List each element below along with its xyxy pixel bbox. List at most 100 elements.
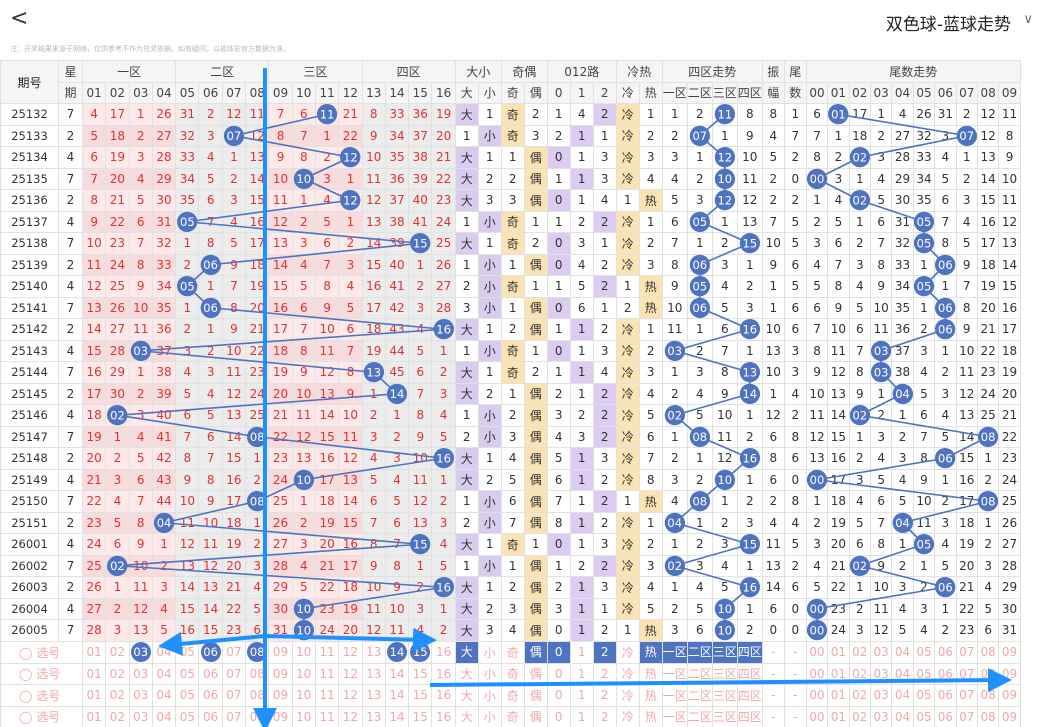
select-tail[interactable]: 06 — [934, 684, 957, 707]
select-number[interactable]: 07 — [221, 705, 247, 727]
select-number[interactable]: 02 — [105, 640, 130, 664]
select-tail[interactable]: 00 — [805, 640, 829, 664]
select-number[interactable]: 08 — [245, 640, 270, 664]
select-number[interactable]: 08 — [245, 705, 270, 727]
select-number[interactable]: 02 — [105, 684, 130, 707]
select-oddeven[interactable]: 偶 — [523, 684, 548, 707]
select-coldhot[interactable]: 冷 — [615, 640, 640, 664]
select-number[interactable]: 01 — [81, 662, 107, 685]
select-tail[interactable]: 01 — [827, 662, 850, 685]
select-oddeven[interactable]: 奇 — [500, 705, 525, 727]
select-number[interactable]: 10 — [291, 640, 316, 664]
select-zone[interactable]: 一区 — [661, 662, 688, 685]
select-number[interactable]: 10 — [291, 705, 316, 727]
chevron-down-icon[interactable]: ∨ — [1023, 12, 1033, 27]
select-number[interactable]: 11 — [314, 705, 340, 727]
selected-pill[interactable]: 二区 — [688, 642, 712, 662]
select-zone[interactable]: 一区 — [661, 705, 688, 727]
select-number[interactable]: 03 — [128, 640, 153, 664]
select-number[interactable]: 16 — [431, 662, 456, 685]
select-road012[interactable]: 1 — [569, 705, 594, 727]
page-title[interactable]: 双色球-蓝球走势 — [885, 15, 1011, 35]
select-tail[interactable]: 00 — [805, 662, 829, 685]
selected-pill[interactable]: 大 — [456, 642, 478, 662]
select-coldhot[interactable]: 冷 — [615, 684, 640, 707]
select-tail[interactable]: 02 — [848, 684, 871, 707]
select-coldhot[interactable]: 热 — [638, 640, 663, 664]
selected-pill[interactable]: 0 — [548, 642, 570, 662]
select-zone[interactable]: 三区 — [711, 705, 738, 727]
selected-pill[interactable]: 一区 — [663, 642, 687, 662]
column-header-issue[interactable]: 期号 — [0, 60, 59, 104]
select-oddeven[interactable]: 偶 — [523, 662, 548, 685]
select-number[interactable]: 12 — [338, 684, 363, 707]
select-number[interactable]: 05 — [175, 684, 200, 707]
select-tail[interactable]: 04 — [891, 662, 914, 685]
select-tail[interactable]: 06 — [934, 662, 957, 685]
select-number[interactable]: 15 — [408, 684, 433, 707]
select-label-text[interactable]: 选号 — [36, 688, 61, 703]
selected-ball[interactable]: 08 — [247, 642, 268, 662]
select-road012[interactable]: 2 — [592, 640, 617, 664]
select-tail[interactable]: 07 — [955, 705, 978, 727]
select-tail[interactable]: 09 — [998, 662, 1021, 685]
select-number[interactable]: 13 — [361, 662, 386, 685]
select-tail[interactable]: 04 — [891, 640, 914, 664]
select-tail[interactable]: 04 — [891, 705, 914, 727]
select-number[interactable]: 11 — [314, 684, 340, 707]
select-number[interactable]: 15 — [408, 662, 433, 685]
selected-pill[interactable]: 三区 — [713, 642, 737, 662]
select-oddeven[interactable]: 偶 — [523, 640, 548, 664]
select-oddeven[interactable]: 奇 — [500, 684, 525, 707]
select-number[interactable]: 11 — [314, 640, 340, 664]
select-zone[interactable]: 四区 — [736, 705, 763, 727]
select-number[interactable]: 14 — [384, 684, 410, 707]
select-row[interactable]: ◯ 选号 01 02 03 04 05 06 07 08 09 10 11 12 13 14 15 16 大小奇偶… — [0, 640, 1021, 664]
select-number[interactable]: 07 — [221, 684, 247, 707]
select-wei[interactable]: - — [783, 684, 807, 707]
select-road012[interactable]: 0 — [546, 662, 571, 685]
select-tail[interactable]: 06 — [934, 640, 957, 664]
select-road012[interactable]: 2 — [592, 662, 617, 685]
select-number[interactable]: 04 — [151, 684, 177, 707]
select-zone[interactable]: 四区 — [736, 640, 763, 664]
select-coldhot[interactable]: 热 — [638, 705, 663, 727]
select-number[interactable]: 15 — [408, 705, 433, 727]
select-label-text[interactable]: 选号 — [36, 667, 61, 682]
select-bigsmall[interactable]: 小 — [477, 705, 502, 727]
select-tail[interactable]: 03 — [869, 662, 893, 685]
select-tail[interactable]: 05 — [912, 640, 936, 664]
select-oddeven[interactable]: 奇 — [500, 662, 525, 685]
select-number[interactable]: 08 — [245, 684, 270, 707]
select-road012[interactable]: 1 — [569, 640, 594, 664]
select-tail[interactable]: 01 — [827, 705, 850, 727]
select-zone[interactable]: 三区 — [711, 662, 738, 685]
select-row[interactable]: ◯ 选号 01 02 03 04 05 06 07 08 09 10 11 12 13 14 15 16 大小奇偶… — [0, 684, 1021, 707]
select-label[interactable]: ◯ 选号 — [0, 662, 83, 685]
select-oddeven[interactable]: 偶 — [523, 705, 548, 727]
select-tail[interactable]: 02 — [848, 705, 871, 727]
select-bigsmall[interactable]: 小 — [477, 684, 502, 707]
select-number[interactable]: 04 — [151, 662, 177, 685]
select-tail[interactable]: 09 — [998, 684, 1021, 707]
select-road012[interactable]: 0 — [546, 705, 571, 727]
select-number[interactable]: 05 — [175, 705, 200, 727]
select-number[interactable]: 01 — [81, 684, 107, 707]
select-wei[interactable]: - — [783, 705, 807, 727]
select-number[interactable]: 01 — [81, 705, 107, 727]
select-number[interactable]: 09 — [268, 684, 293, 707]
select-tail[interactable]: 01 — [827, 640, 850, 664]
select-label[interactable]: ◯ 选号 — [0, 640, 83, 664]
select-tail[interactable]: 08 — [976, 705, 1000, 727]
select-number[interactable]: 13 — [361, 684, 386, 707]
select-number[interactable]: 04 — [151, 640, 177, 664]
select-number[interactable]: 16 — [431, 640, 456, 664]
select-coldhot[interactable]: 热 — [638, 662, 663, 685]
select-fu[interactable]: - — [761, 640, 785, 664]
select-coldhot[interactable]: 热 — [638, 684, 663, 707]
select-number[interactable]: 03 — [128, 705, 153, 727]
select-number[interactable]: 03 — [128, 662, 153, 685]
select-number[interactable]: 16 — [431, 684, 456, 707]
select-row[interactable]: ◯ 选号 01 02 03 04 05 06 07 08 09 10 11 12 13 14 15 16 大小奇偶… — [0, 705, 1021, 727]
selected-ball[interactable]: 14 — [387, 642, 407, 662]
